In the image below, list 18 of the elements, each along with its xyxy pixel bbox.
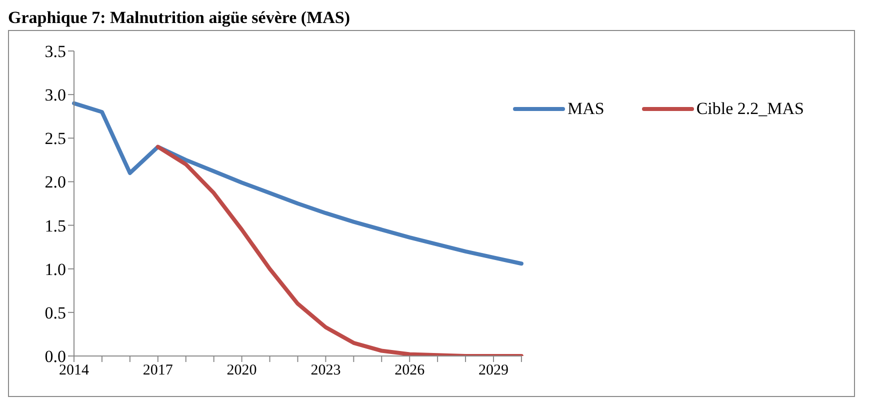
- y-tick-label: 1.0: [44, 260, 66, 279]
- chart-title: Graphique 7: Malnutrition aigüe sévère (MAS): [8, 8, 352, 28]
- x-tick-label: 2017: [142, 362, 174, 379]
- x-tick-label: 2020: [226, 362, 257, 379]
- y-tick-label: 2.0: [44, 172, 66, 192]
- line-series: [156, 144, 524, 356]
- x-tick-label: 2026: [394, 362, 426, 379]
- y-tick-label: 1.5: [44, 216, 66, 236]
- y-tick-label: 0.5: [44, 303, 66, 322]
- legend-label: Cible 2.2_MAS: [696, 99, 804, 119]
- y-tick-label: 3.5: [44, 42, 66, 62]
- legend-label: MAS: [567, 99, 604, 119]
- y-tick-label: 2.5: [44, 129, 66, 148]
- y-tick-label: 3.0: [44, 86, 66, 105]
- x-tick-label: 2029: [478, 362, 508, 379]
- x-tick-label: 2014: [59, 362, 90, 379]
- line-series: [72, 101, 524, 266]
- x-tick-label: 2023: [310, 362, 341, 379]
